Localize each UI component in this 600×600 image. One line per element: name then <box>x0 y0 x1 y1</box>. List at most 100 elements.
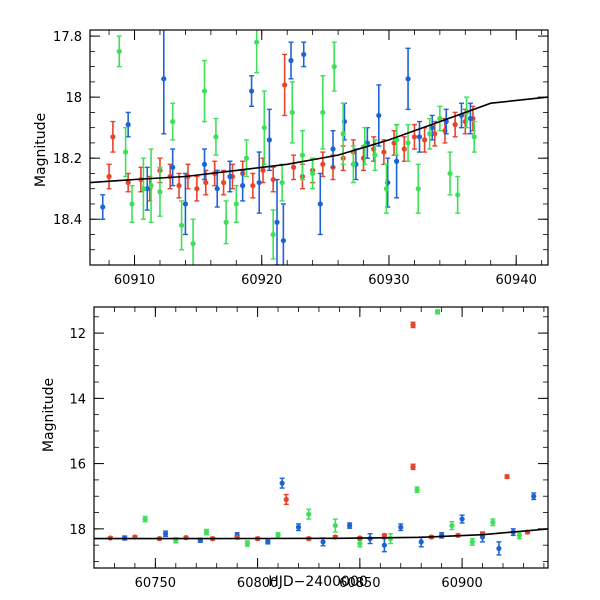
data-point <box>429 125 435 131</box>
data-point <box>194 186 200 192</box>
data-point <box>244 540 250 547</box>
bottom-series-1-point-12 <box>469 537 475 546</box>
data-point <box>432 131 438 137</box>
top-series-0-point-33 <box>432 120 438 147</box>
data-point <box>289 109 295 116</box>
top-series-2-point-12 <box>233 184 239 223</box>
data-point <box>142 516 148 522</box>
bottom-y-tick-label: 12 <box>69 327 86 342</box>
data-point <box>254 39 260 45</box>
top-series-1-point-13 <box>274 178 280 265</box>
data-point <box>223 219 229 225</box>
data-point <box>250 183 256 189</box>
top-series-0-point-30 <box>401 136 407 162</box>
data-point <box>421 137 428 143</box>
top-series-1-point-2 <box>144 166 150 211</box>
data-point <box>427 131 433 137</box>
data-point <box>282 82 288 88</box>
data-point <box>256 179 262 186</box>
top-series-1-point-17 <box>317 172 323 236</box>
data-point <box>274 219 280 225</box>
bottom-x-tick-label: 60800 <box>237 576 278 591</box>
top-series-2-point-28 <box>394 123 400 156</box>
top-series-2-point-1 <box>123 126 129 178</box>
bottom-model-curve <box>94 528 548 540</box>
top-series-1-point-4 <box>170 148 176 187</box>
top-series-1-point-10 <box>248 75 255 107</box>
data-point <box>459 516 465 522</box>
bottom-series-0-point-5 <box>279 477 285 489</box>
data-point <box>240 183 246 189</box>
data-point <box>275 532 281 538</box>
data-point <box>434 309 441 315</box>
data-point <box>148 183 154 189</box>
data-point <box>320 109 326 116</box>
top-series-0-point-0 <box>106 163 112 190</box>
data-point <box>100 204 106 210</box>
data-point <box>394 137 400 143</box>
data-point <box>531 493 537 499</box>
data-point <box>504 474 510 480</box>
data-point <box>437 115 443 122</box>
data-point <box>213 134 219 140</box>
data-point <box>106 173 112 180</box>
top-y-tick-label: 18.4 <box>53 213 82 228</box>
data-point <box>270 176 276 183</box>
data-point <box>469 539 475 545</box>
data-point <box>490 519 496 525</box>
top-series-1-point-14 <box>280 203 286 265</box>
bottom-series-0-point-8 <box>347 522 353 529</box>
data-point <box>340 131 346 137</box>
data-point <box>203 179 209 186</box>
bottom-series-1-point-2 <box>203 528 210 536</box>
top-series-2-point-6 <box>170 102 176 141</box>
data-point <box>320 161 326 167</box>
bottom-series-1-point-3 <box>244 540 250 547</box>
data-point <box>270 231 276 238</box>
top-series-1-point-3 <box>161 30 167 135</box>
top-series-2-point-26 <box>372 139 378 172</box>
data-point <box>410 322 416 328</box>
top-series-2-point-36 <box>471 120 477 153</box>
data-point <box>320 539 326 545</box>
data-point <box>398 524 404 530</box>
data-point <box>183 535 189 541</box>
top-series-2-point-22 <box>331 41 337 92</box>
top-series-2-point-19 <box>299 130 306 181</box>
bottom-series-1-point-5 <box>306 508 312 520</box>
bottom-series-0-point-18 <box>531 492 537 501</box>
data-point <box>381 532 387 538</box>
bottom-series-0-point-11 <box>398 523 404 532</box>
top-series-2-point-16 <box>270 209 276 260</box>
top-series-1-point-16 <box>301 41 307 68</box>
data-point <box>290 164 297 170</box>
data-point <box>243 155 250 161</box>
top-series-1-point-11 <box>256 151 262 214</box>
top-frame <box>89 29 549 266</box>
data-point <box>418 539 424 545</box>
top-plot-area <box>90 30 548 265</box>
data-point <box>170 118 176 125</box>
bottom-y-tick-label: 14 <box>69 392 86 407</box>
top-x-tick-label: 60940 <box>496 273 537 288</box>
bottom-series-0-point-10 <box>381 537 387 553</box>
data-point <box>310 170 316 177</box>
data-point <box>125 179 131 186</box>
bottom-y-tick-label: 16 <box>69 458 86 473</box>
data-point <box>116 48 122 54</box>
data-point <box>449 522 455 529</box>
data-point <box>157 189 163 195</box>
bottom-series-2-point-11 <box>381 532 387 538</box>
data-point <box>447 170 453 177</box>
data-point <box>279 179 285 186</box>
data-point <box>372 152 378 158</box>
top-series-1-point-27 <box>429 114 435 141</box>
data-point <box>125 122 131 128</box>
data-point <box>283 496 289 503</box>
top-series-1-point-1 <box>125 111 131 138</box>
data-point <box>471 134 477 140</box>
data-point <box>280 237 286 244</box>
top-series-0-point-1 <box>110 120 116 153</box>
bottom-xlabel: HJD−2400000 <box>268 574 368 590</box>
bottom-series-1-point-4 <box>275 532 281 539</box>
